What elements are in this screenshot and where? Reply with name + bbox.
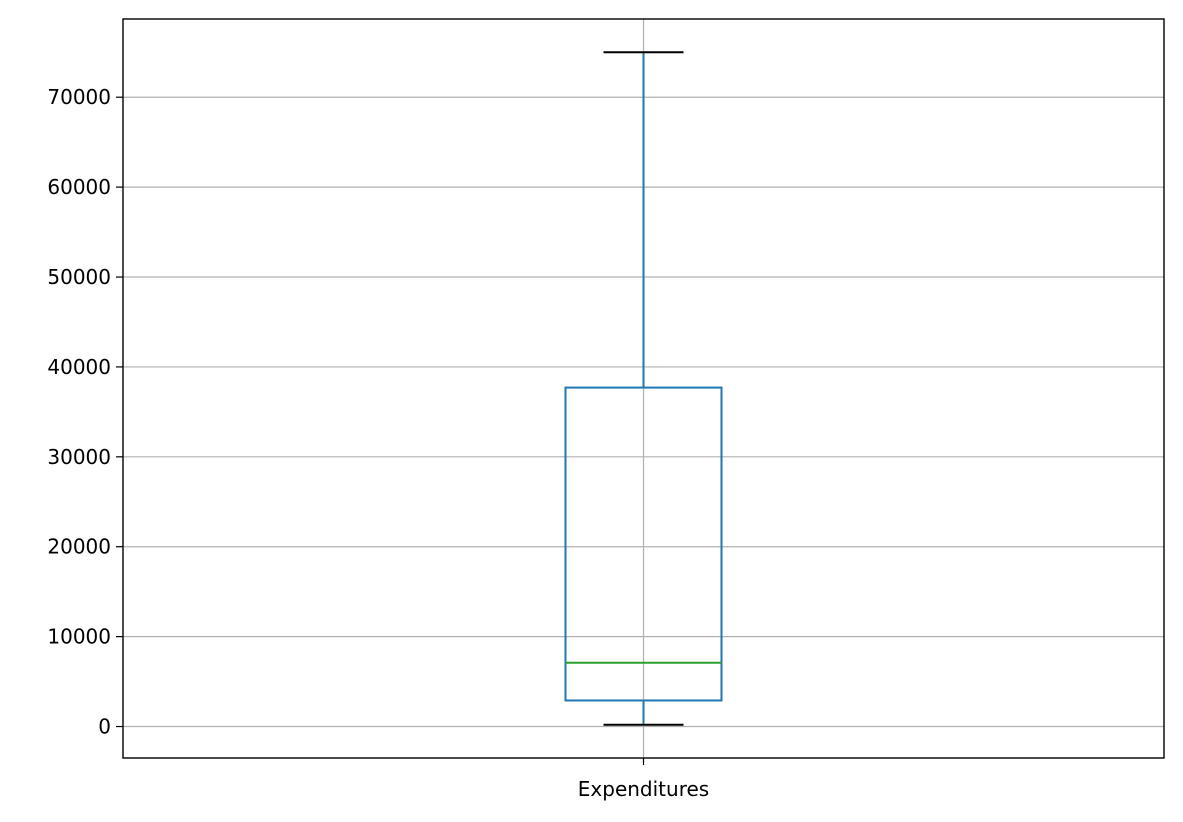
y-tick-label: 30000 (47, 445, 111, 469)
y-tick-label: 70000 (47, 85, 111, 109)
y-tick-label: 40000 (47, 355, 111, 379)
ticks-layer: 0 10000 20000 30000 40000 50000 60000 70000 Expe… (47, 85, 709, 801)
x-tick-label: Expenditures (578, 777, 709, 801)
y-tick-label: 0 (98, 715, 111, 739)
interquartile-box (564, 386, 723, 702)
y-tick-label: 20000 (47, 535, 111, 559)
plot-area-frame (122, 18, 1165, 759)
y-tick-label: 50000 (47, 265, 111, 289)
y-tick-label: 60000 (47, 175, 111, 199)
y-tick-label: 10000 (47, 625, 111, 649)
marks-layer (564, 51, 723, 726)
